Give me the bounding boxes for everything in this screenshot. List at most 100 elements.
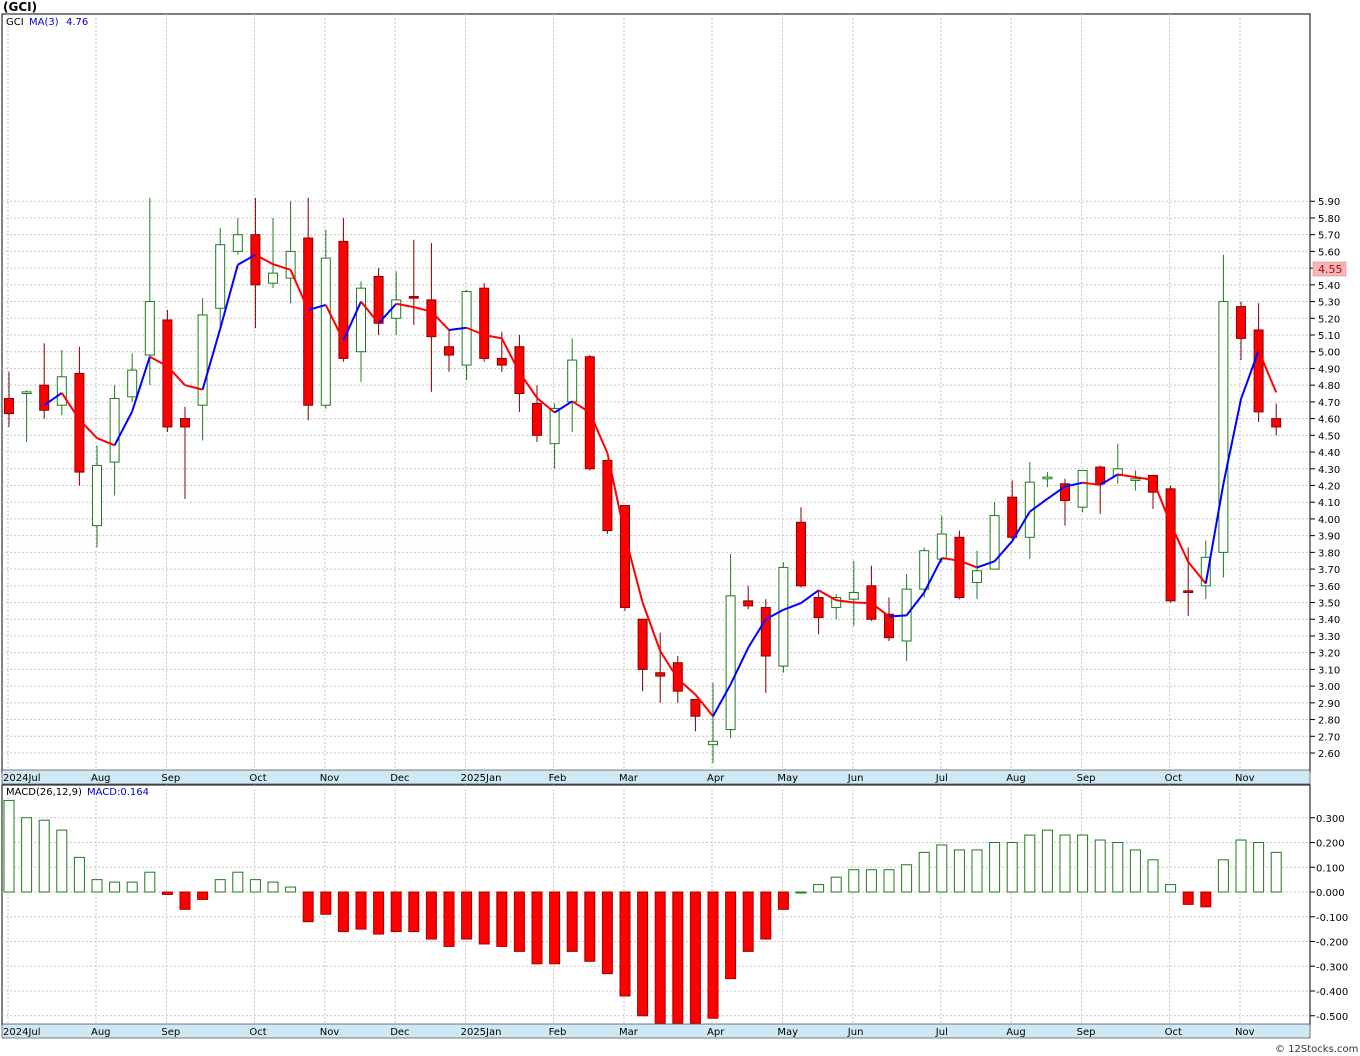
macd-bar [584, 891, 596, 962]
macd-bar [144, 871, 156, 893]
macd-bar [461, 891, 473, 940]
ma-segment [1029, 498, 1048, 513]
price-x-tick-label: Feb [549, 773, 567, 784]
macd-bar [707, 891, 719, 1019]
candle [884, 597, 894, 641]
macd-x-tick-label: Sep [1077, 1027, 1096, 1038]
macd-bar [936, 844, 948, 893]
ma-segment [536, 397, 556, 414]
candle [708, 682, 718, 764]
ma-segment [976, 560, 995, 569]
macd-bar [901, 864, 913, 893]
macd-legend-label: MACD(26,12,9) [6, 787, 82, 798]
macd-y-tick-label: -0.300 [1316, 962, 1348, 973]
ma-segment [870, 602, 890, 618]
candle-body [408, 296, 419, 299]
candle [74, 346, 85, 486]
ma-segment [78, 419, 98, 439]
price-y-tick-label: 4.60 [1318, 415, 1340, 426]
candle-body [1130, 478, 1141, 481]
last-price-value: 4.55 [1318, 263, 1343, 276]
moving-average-line [43, 253, 1278, 717]
candle-body [285, 250, 296, 279]
price-y-tick-label: 2.90 [1318, 699, 1340, 710]
macd-x-axis: 2024Jul Aug Sep Oct Nov Dec 2025Jan Feb Mar Apr Ma… [3, 1027, 1255, 1038]
candle [1130, 470, 1141, 491]
ma-segment [588, 412, 609, 454]
macd-bar [478, 891, 490, 945]
macd-bar [214, 879, 226, 893]
candle-body [848, 591, 859, 600]
price-y-tick-label: 5.70 [1318, 231, 1340, 242]
price-y-tick-label: 5.80 [1318, 214, 1340, 225]
price-x-tick-label: 2025Jan [461, 773, 502, 784]
ma-segment [1117, 473, 1136, 479]
macd-bar [285, 886, 297, 893]
ma-segment [818, 589, 837, 602]
candle [162, 309, 173, 432]
candle [760, 599, 771, 693]
candle [1183, 547, 1194, 616]
macd-y-tick-label: 0.300 [1316, 814, 1345, 825]
price-y-tick-label: 3.30 [1318, 632, 1340, 643]
candle-body [884, 613, 894, 639]
ma-segment [272, 263, 291, 271]
candle [39, 343, 50, 419]
candle [1042, 472, 1053, 488]
macd-y-axis: 0.300 0.200 0.100 0.000 -0.100 -0.200 -0.300 -0… [1310, 814, 1348, 1023]
candle-body [919, 550, 930, 590]
candle-body [56, 376, 67, 406]
macd-bar [918, 851, 930, 893]
candle [408, 239, 419, 325]
macd-bar [1024, 834, 1036, 893]
ticker-label: GCI [6, 17, 24, 28]
candle-body [1165, 488, 1176, 602]
candle-body [813, 597, 824, 619]
candle-body [391, 299, 402, 319]
price-y-tick-label: 3.00 [1318, 682, 1340, 693]
price-y-tick-label: 3.50 [1318, 599, 1340, 610]
ma-segment [959, 559, 978, 569]
macd-x-tick-label: Jun [847, 1027, 864, 1038]
ma-segment [836, 599, 854, 604]
candle [444, 329, 454, 372]
candle [602, 459, 613, 534]
price-y-tick-label: 4.10 [1318, 498, 1340, 509]
candle-body [74, 372, 85, 473]
macd-bar [725, 891, 737, 980]
macd-bar [1165, 884, 1177, 893]
candle [232, 217, 243, 255]
candle [778, 562, 789, 673]
candle-body [4, 398, 14, 415]
macd-bar [373, 891, 385, 935]
candle [1077, 469, 1088, 513]
price-x-tick-label: Sep [1077, 773, 1096, 784]
candle-body [989, 515, 1000, 570]
macd-bar [1006, 842, 1018, 893]
macd-bar [989, 842, 1001, 893]
macd-bar [777, 891, 789, 910]
macd-bars [3, 799, 1282, 1024]
price-x-tick-label: Sep [161, 773, 180, 784]
ma-segment [96, 437, 115, 447]
candle-body [672, 662, 683, 692]
macd-bar [830, 876, 842, 893]
macd-x-tick-label: Dec [390, 1027, 409, 1038]
candle [285, 201, 296, 304]
candle [1007, 480, 1018, 539]
macd-bar [302, 891, 314, 923]
ma-segment [659, 650, 679, 680]
price-y-tick-label: 5.00 [1318, 348, 1340, 359]
ma-segment [396, 302, 414, 309]
candle-body [725, 595, 736, 731]
macd-bar [760, 891, 772, 940]
candle [1271, 403, 1282, 436]
ma-segment [413, 306, 432, 313]
price-y-tick-label: 5.20 [1318, 314, 1340, 325]
price-x-tick-label: Dec [390, 773, 409, 784]
ma-segment [342, 301, 362, 341]
candle [989, 502, 1000, 570]
macd-bar [865, 869, 877, 893]
candle [1218, 254, 1229, 578]
ma-segment [765, 608, 784, 621]
